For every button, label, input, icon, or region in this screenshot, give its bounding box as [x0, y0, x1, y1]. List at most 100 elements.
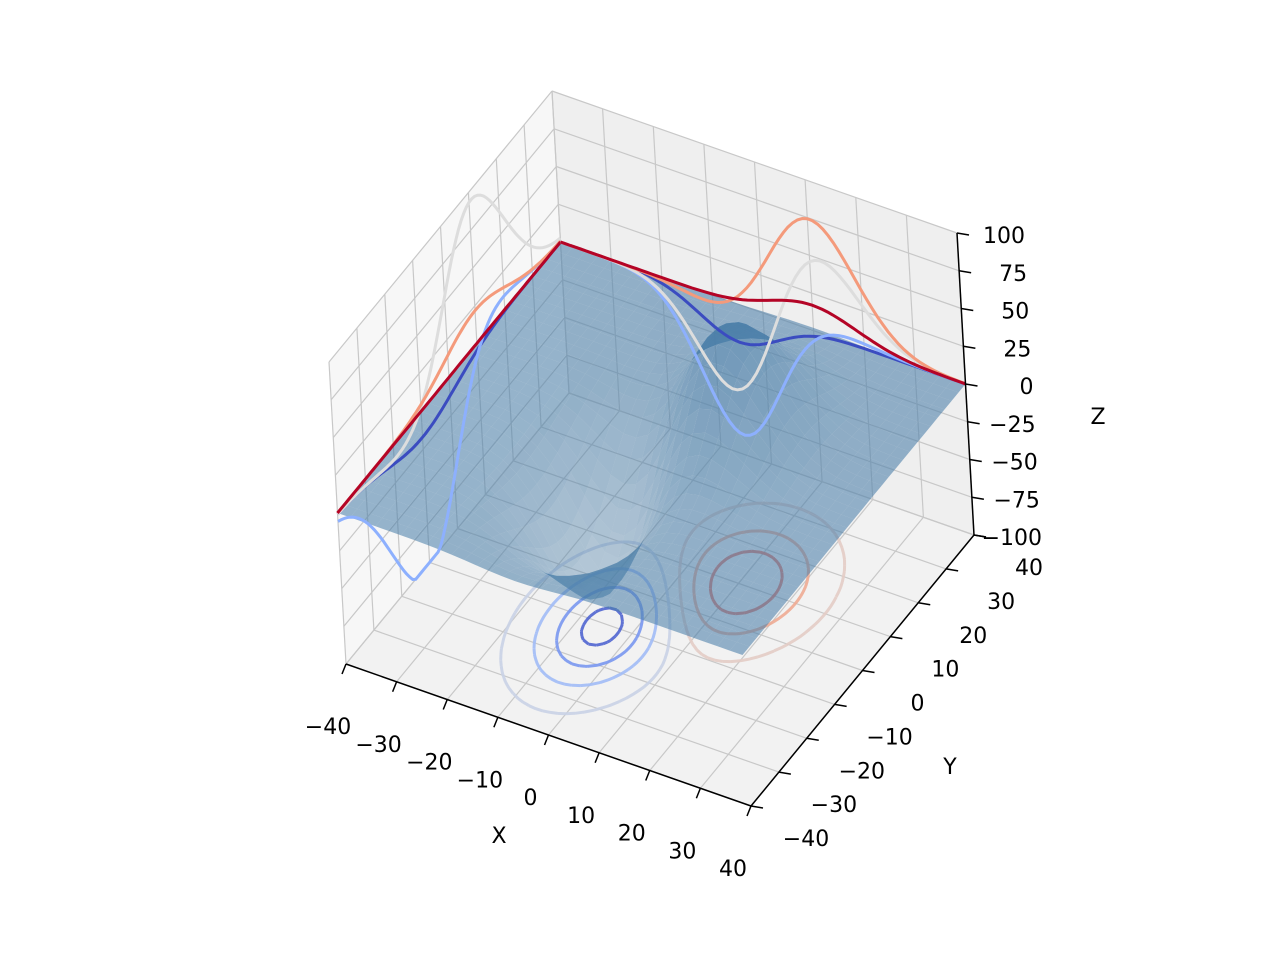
surface-patch: [744, 448, 764, 478]
surface-patch: [695, 564, 716, 578]
surface-patch: [740, 569, 761, 583]
surface-patch: [559, 353, 580, 368]
surface-patch: [700, 598, 720, 612]
surface-patch: [708, 568, 728, 582]
surface-patch: [514, 348, 535, 362]
surface-patch: [421, 501, 442, 515]
surface-patch: [659, 406, 677, 455]
surface-patch: [456, 460, 477, 475]
surface-patch: [820, 531, 841, 545]
surface-patch: [636, 447, 654, 485]
surface-patch: [912, 400, 932, 414]
surface-patch: [383, 488, 404, 501]
surface-patch: [375, 517, 396, 531]
surface-patch: [788, 530, 808, 545]
surface-patch: [744, 329, 765, 347]
surface-patch: [577, 403, 598, 429]
surface-patch: [841, 506, 861, 520]
surface-patch: [549, 306, 570, 319]
surface-patch: [451, 547, 472, 560]
surface-patch: [663, 443, 681, 487]
surface-patch: [542, 314, 563, 328]
surface-patch: [467, 386, 487, 400]
surface-patch: [900, 374, 921, 388]
surface-patch: [657, 467, 675, 508]
surface-patch: [597, 587, 618, 599]
surface-patch: [420, 523, 441, 537]
surface-patch: [854, 386, 875, 401]
surface-patch: [692, 495, 712, 515]
surface-patch: [524, 424, 545, 447]
surface-patch: [711, 485, 731, 508]
surface-patch: [550, 452, 571, 487]
surface-patch: [409, 497, 429, 511]
surface-patch: [802, 355, 823, 366]
surface-patch: [905, 408, 925, 422]
surface-patch: [493, 374, 514, 388]
y-tick-label: −30: [811, 793, 857, 818]
surface-patch: [719, 322, 739, 327]
surface-patch: [636, 482, 654, 528]
surface-patch: [578, 373, 599, 392]
surface-patch: [571, 458, 592, 496]
surface-patch: [530, 310, 550, 324]
surface-patch: [639, 507, 658, 548]
surface-patch: [453, 403, 473, 417]
z-tick-label: 25: [1003, 337, 1031, 362]
surface-patch: [750, 616, 771, 630]
surface-patch: [764, 450, 784, 478]
surface-patch: [455, 482, 476, 498]
surface-patch: [719, 594, 740, 608]
y-tick: [918, 602, 931, 606]
surface-patch: [729, 541, 749, 556]
grid-line: [328, 90, 553, 363]
surface-patch: [671, 366, 690, 406]
surface-patch: [500, 365, 521, 379]
surface-patch: [522, 573, 543, 581]
surface-patch: [748, 537, 769, 552]
surface-patch: [631, 566, 651, 578]
surface-patch: [565, 367, 586, 384]
surface-patch: [737, 414, 758, 449]
surface-patch: [681, 581, 702, 595]
surface-patch: [625, 333, 646, 347]
surface-patch: [536, 515, 558, 547]
surface-patch: [629, 434, 649, 460]
surface-patch: [711, 386, 731, 419]
surface-patch: [777, 426, 798, 455]
surface-patch: [728, 564, 748, 578]
surface-patch: [647, 458, 665, 510]
surface-patch: [617, 365, 638, 382]
surface-patch: [603, 598, 623, 611]
surface-patch: [517, 434, 538, 457]
z-tick: [959, 270, 972, 274]
surface-patch: [666, 521, 686, 534]
surface-patch: [822, 359, 843, 372]
surface-patch: [637, 359, 657, 374]
surface-patch: [660, 508, 680, 526]
surface-patch: [513, 370, 534, 384]
surface-patch: [472, 527, 493, 542]
surface-patch: [800, 364, 822, 379]
surface-patch: [684, 536, 704, 551]
surface-patch: [670, 555, 690, 569]
surface-patch: [870, 450, 891, 464]
surface-patch: [886, 390, 907, 404]
surface-patch: [505, 546, 527, 560]
surface-patch: [478, 541, 499, 555]
surface-patch: [545, 271, 565, 285]
x-tick: [341, 663, 347, 675]
surface-patch: [717, 637, 737, 651]
surface-patch: [488, 494, 509, 514]
surface-patch: [678, 522, 698, 537]
surface-patch: [639, 542, 660, 552]
x-tick-label: 20: [618, 822, 646, 847]
surface-patch: [743, 490, 764, 512]
x-tick-label: −10: [457, 768, 503, 793]
surface-patch: [725, 607, 746, 621]
z-tick-label: 0: [1020, 375, 1034, 400]
surface-patch: [712, 603, 733, 617]
surface-patch: [491, 418, 512, 434]
surface-patch: [849, 475, 870, 489]
surface-patch: [762, 518, 783, 535]
